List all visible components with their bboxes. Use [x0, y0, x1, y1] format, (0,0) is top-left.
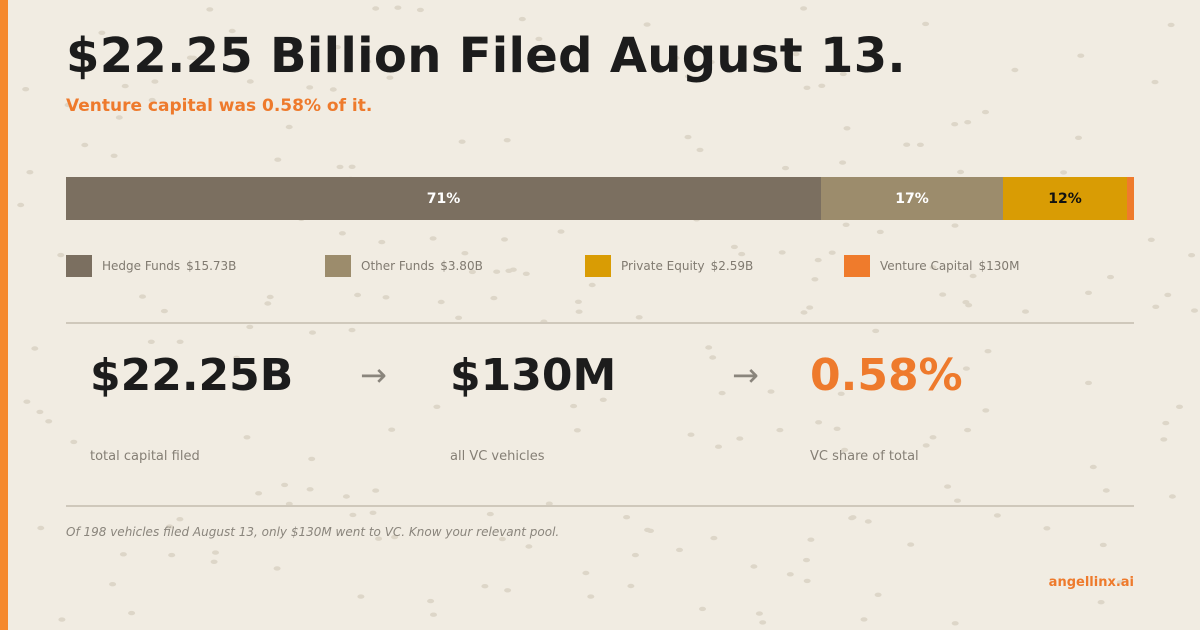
- bar-segment-label: 17%: [895, 190, 929, 207]
- legend-label: Other Funds: [361, 259, 435, 273]
- divider-top: [66, 322, 1134, 324]
- stat-share-caption: VC share of total: [810, 449, 919, 464]
- legend-value: $130M: [978, 259, 1020, 273]
- legend-swatch: [325, 255, 351, 277]
- arrow-right-icon: →: [360, 356, 387, 394]
- legend-value: $3.80B: [440, 259, 483, 273]
- divider-bottom: [66, 505, 1134, 507]
- arrow-right-icon: →: [732, 356, 759, 394]
- legend-value: $15.73B: [186, 259, 237, 273]
- bar-segment-label: 71%: [426, 190, 461, 207]
- legend-item-private-equity: Private Equity $2.59B: [585, 255, 753, 277]
- legend-swatch: [66, 255, 92, 277]
- stat-vc-caption: all VC vehicles: [450, 449, 545, 464]
- legend-item-venture-capital: Venture Capital $130M: [844, 255, 1019, 277]
- stat-vc-value: $130M: [450, 350, 617, 401]
- legend-label: Hedge Funds: [102, 259, 181, 273]
- bar-segment-other-funds: 17%: [821, 177, 1003, 220]
- page-title: $22.25 Billion Filed August 13.: [66, 28, 906, 84]
- chart-legend: Hedge Funds $15.73B Other Funds $3.80B Priva…: [66, 255, 1134, 277]
- brand-link[interactable]: angellinx.ai: [1048, 575, 1134, 590]
- stat-total-value: $22.25B: [90, 350, 294, 401]
- bar-segment-label: 12%: [1048, 190, 1082, 207]
- stat-total-caption: total capital filed: [90, 449, 200, 464]
- legend-swatch: [844, 255, 870, 277]
- stat-share-value: 0.58%: [810, 350, 963, 401]
- legend-label: Venture Capital: [880, 259, 973, 273]
- stacked-bar-chart: 71% 17% 12%: [66, 177, 1134, 220]
- legend-swatch: [585, 255, 611, 277]
- legend-item-other-funds: Other Funds $3.80B: [325, 255, 483, 277]
- page-subtitle: Venture capital was 0.58% of it.: [66, 96, 373, 116]
- left-accent-stripe: [0, 0, 8, 630]
- legend-value: $2.59B: [710, 259, 754, 273]
- bar-segment-venture-capital: [1127, 177, 1134, 220]
- bar-segment-private-equity: 12%: [1003, 177, 1127, 220]
- legend-label: Private Equity: [621, 259, 705, 273]
- bar-segment-hedge-funds: 71%: [66, 177, 821, 220]
- footnote: Of 198 vehicles filed August 13, only $1…: [66, 525, 560, 539]
- legend-item-hedge-funds: Hedge Funds $15.73B: [66, 255, 236, 277]
